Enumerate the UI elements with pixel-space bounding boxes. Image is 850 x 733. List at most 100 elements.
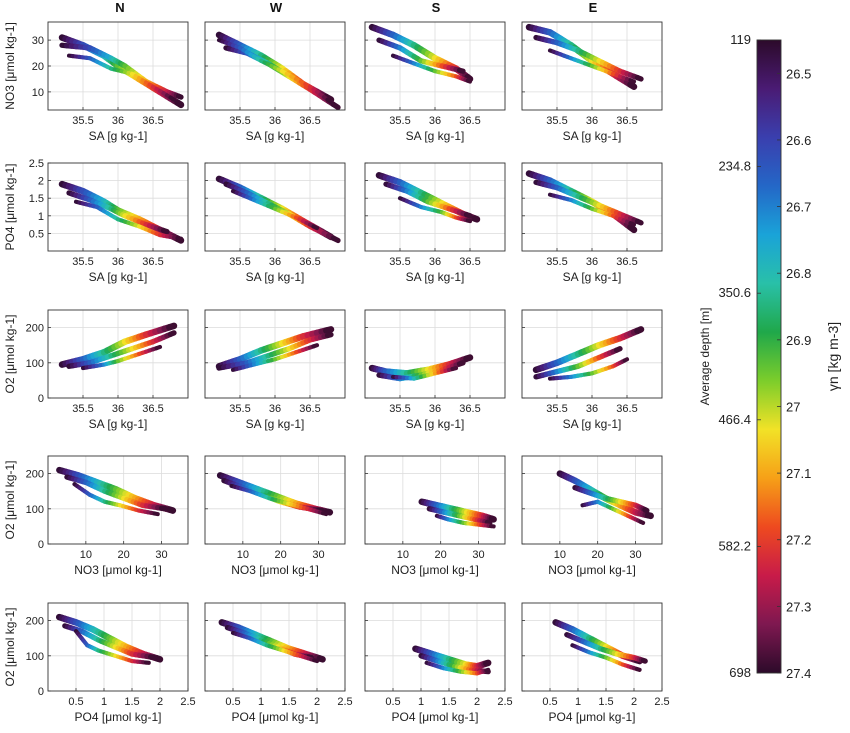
data-point [488, 515, 497, 523]
x-tick-label: 2 [631, 696, 637, 708]
x-axis-label: SA [g kg-1] [563, 417, 622, 431]
panel-r3-c1: 10 20 30 NO3 [μmol kg-1] [204, 455, 346, 577]
x-tick-label: 36 [269, 256, 281, 268]
data-point [324, 508, 334, 516]
x-tick-label: 36 [586, 403, 598, 415]
colorbar-frame [756, 39, 782, 674]
x-tick-label: 10 [397, 549, 409, 561]
y-tick-label: 30 [32, 35, 44, 47]
data-point [642, 507, 650, 514]
y-tick-label: 100 [26, 651, 44, 663]
x-tick-label: 36 [112, 115, 124, 127]
y-tick-label: 0 [38, 539, 44, 551]
data-tracks [218, 619, 326, 664]
x-tick-label: 35.5 [389, 115, 410, 127]
axes-box [47, 309, 189, 399]
data-point [634, 326, 645, 335]
x-tick-label: 36.5 [142, 256, 163, 268]
data-tracks [552, 619, 648, 672]
x-tick-label: 36 [269, 115, 281, 127]
y-tick-label: 1.5 [29, 193, 44, 205]
data-point [483, 659, 492, 667]
data-tracks [418, 498, 497, 529]
axes-box [364, 455, 506, 545]
y-tick-label: 200 [26, 616, 44, 628]
data-point [463, 354, 474, 362]
y-tick-label: 2 [38, 176, 44, 188]
data-point [174, 99, 185, 109]
data-tracks [368, 23, 474, 84]
data-point [640, 657, 648, 664]
x-tick-label: 36 [586, 256, 598, 268]
data-tracks [215, 175, 341, 244]
panel-r2-c0: 35.5 36 36.5 0 100 200 SA [g kg-1] O2 [μmol kg-… [3, 309, 189, 431]
data-tracks [532, 326, 645, 381]
x-tick-label: 36.5 [459, 403, 480, 415]
panel-r4-c3: 0.5 1 1.5 2 2.5 PO4 [μmol kg-1] [521, 602, 670, 724]
x-axis-label: NO3 [μmol kg-1] [231, 563, 319, 577]
x-tick-label: 35.5 [546, 115, 567, 127]
x-tick-label: 0.5 [68, 696, 83, 708]
y-tick-label: 100 [26, 504, 44, 516]
x-axis-label: SA [g kg-1] [563, 129, 622, 143]
data-point [627, 81, 638, 90]
data-point [484, 667, 491, 673]
x-tick-label: 36.5 [142, 403, 163, 415]
x-tick-label: 2.5 [180, 696, 195, 708]
x-tick-label: 36 [586, 115, 598, 127]
x-tick-label: 2.5 [337, 696, 352, 708]
colorbar-right-tick-label: 27.3 [786, 599, 811, 614]
data-tracks [375, 172, 481, 224]
axes-box [204, 455, 346, 545]
x-tick-label: 1 [575, 696, 581, 708]
x-tick-label: 36.5 [616, 115, 637, 127]
data-point [638, 519, 646, 525]
data-point [622, 357, 630, 363]
data-point [148, 654, 158, 661]
axes-box [521, 455, 663, 545]
x-tick-label: 2.5 [497, 696, 512, 708]
data-point [166, 322, 178, 331]
y-tick-label: 10 [32, 87, 44, 99]
colorbar-right-tick-label: 26.6 [786, 133, 811, 148]
data-tracks [525, 170, 644, 234]
x-tick-label: 10 [554, 549, 566, 561]
x-tick-label: 1 [101, 696, 107, 708]
colorbar-left-tick-label: 234.8 [718, 159, 751, 174]
data-point [613, 346, 623, 353]
x-tick-label: 36.5 [459, 256, 480, 268]
x-tick-label: 35.5 [546, 403, 567, 415]
axes-box [364, 162, 506, 252]
panel-r3-c0: 10 20 30 0 100 200 NO3 [μmol kg-1] O2 [μmol kg-… [3, 455, 189, 577]
data-tracks [412, 645, 492, 676]
data-point [312, 658, 320, 664]
y-tick-label: 0 [38, 393, 44, 405]
colorbar-left-tick-label: 119 [730, 32, 751, 47]
x-tick-label: 36 [269, 403, 281, 415]
data-point [644, 512, 654, 520]
panel-r3-c3: 10 20 30 NO3 [μmol kg-1] [521, 455, 663, 577]
panel-r1-c3: 35.5 36 36.5 SA [g kg-1] [521, 162, 663, 284]
y-tick-label: 200 [26, 469, 44, 481]
data-tracks [216, 472, 334, 517]
panel-r0-c0: 35.5 36 36.5 10 20 30 SA [g kg-1] NO3 [μmol kg-… [3, 21, 189, 143]
panel-r0-c1: 35.5 36 36.5 SA [g kg-1] [204, 21, 346, 143]
data-point [323, 326, 335, 334]
x-tick-label: 20 [118, 549, 130, 561]
data-point [330, 235, 341, 244]
data-point [316, 655, 326, 663]
axes-box [204, 162, 346, 252]
data-point [465, 218, 473, 224]
x-tick-label: 1 [418, 696, 424, 708]
y-tick-label: 20 [32, 61, 44, 73]
column-title-s: S [431, 0, 441, 15]
colorbar-left-tick-label: 698 [729, 665, 751, 680]
axes-box [364, 309, 506, 399]
colorbar-right-tick-label: 26.8 [786, 266, 811, 281]
axes-box [364, 21, 506, 111]
data-point [628, 221, 637, 227]
y-axis-label: O2 [μmol kg-1] [3, 608, 17, 687]
y-tick-label: 200 [26, 323, 44, 335]
data-point [167, 330, 177, 337]
x-tick-label: 35.5 [229, 256, 250, 268]
